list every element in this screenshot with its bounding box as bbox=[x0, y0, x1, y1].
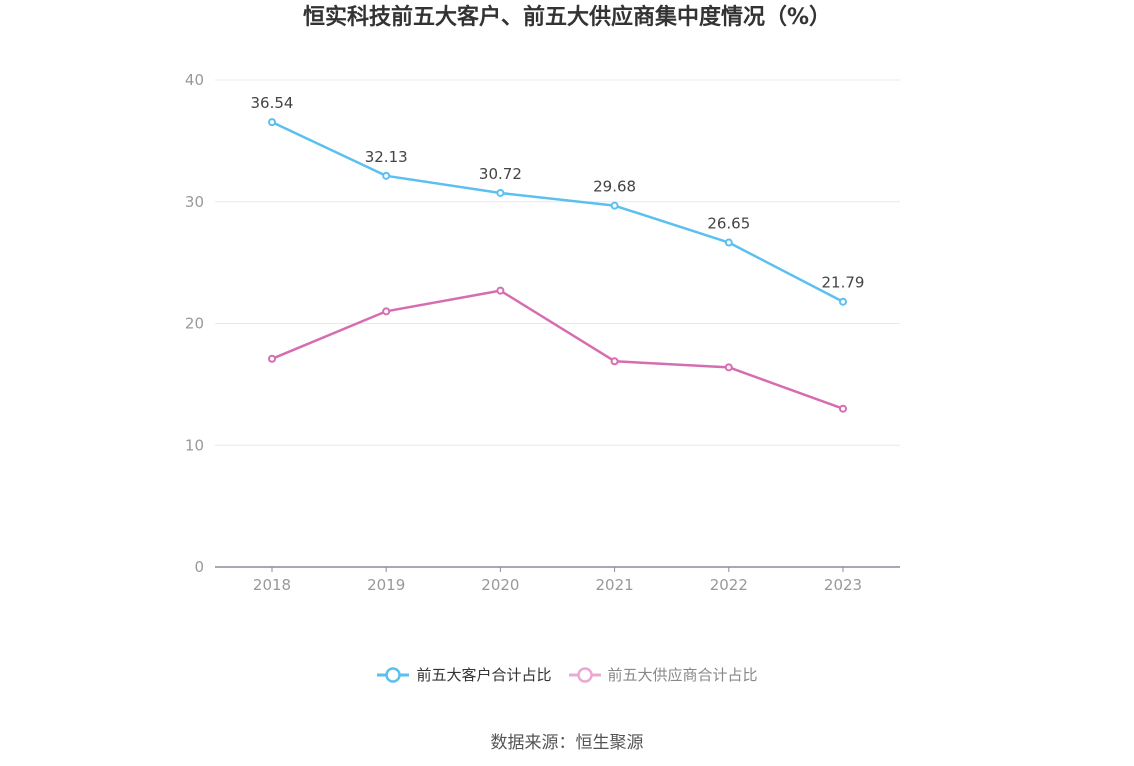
data-label: 36.54 bbox=[251, 94, 294, 112]
data-label: 21.79 bbox=[822, 274, 865, 292]
x-tick-label: 2021 bbox=[596, 576, 634, 594]
source-note: 数据来源：恒生聚源 bbox=[490, 733, 644, 753]
legend-item-suppliers[interactable]: 前五大供应商合计占比 bbox=[568, 664, 758, 685]
legend-item-customers[interactable]: 前五大客户合计占比 bbox=[376, 664, 552, 685]
x-tick-label: 2019 bbox=[367, 576, 405, 594]
series-line-0 bbox=[271, 120, 844, 303]
legend-line-circle-icon bbox=[377, 666, 410, 683]
data-point bbox=[268, 118, 276, 127]
axes: 0 10 20 30 40 2018 2019 2020 2021 2022 2023 bbox=[185, 71, 900, 594]
data-point bbox=[724, 363, 733, 372]
data-point bbox=[382, 307, 391, 316]
x-tick-label: 2020 bbox=[481, 576, 519, 594]
data-point bbox=[496, 188, 505, 197]
data-point bbox=[268, 354, 276, 363]
legend-label-suppliers: 前五大供应商合计占比 bbox=[607, 666, 758, 684]
data-point bbox=[496, 286, 505, 295]
data-point bbox=[839, 404, 847, 413]
series bbox=[268, 118, 847, 413]
data-point bbox=[610, 201, 619, 210]
data-point bbox=[839, 297, 847, 306]
gridlines bbox=[215, 79, 900, 446]
data-point bbox=[724, 238, 733, 247]
data-labels: 36.54 32.13 30.72 29.68 26.65 21.79 bbox=[251, 94, 865, 292]
data-point bbox=[610, 357, 619, 366]
data-label: 32.13 bbox=[365, 148, 408, 166]
x-tick-label: 2022 bbox=[710, 576, 748, 594]
data-label: 29.68 bbox=[593, 178, 636, 196]
data-label: 26.65 bbox=[707, 215, 750, 233]
legend-label-customers: 前五大客户合计占比 bbox=[416, 666, 552, 684]
legend-line-circle-icon bbox=[568, 666, 601, 683]
x-tick-label: 2018 bbox=[253, 576, 291, 594]
y-tick-label: 20 bbox=[185, 315, 204, 333]
data-label: 30.72 bbox=[479, 165, 522, 183]
data-point bbox=[382, 171, 391, 180]
legend: 前五大客户合计占比 前五大供应商合计占比 bbox=[0, 664, 1134, 685]
x-tick-label: 2023 bbox=[824, 576, 862, 594]
y-tick-label: 30 bbox=[185, 193, 204, 211]
y-tick-label: 10 bbox=[185, 436, 204, 454]
chart-title: 恒实科技前五大客户、前五大供应商集中度情况（%） bbox=[302, 5, 832, 30]
y-tick-label: 40 bbox=[185, 71, 204, 89]
series-line-1 bbox=[271, 289, 844, 410]
y-tick-label: 0 bbox=[194, 558, 204, 576]
